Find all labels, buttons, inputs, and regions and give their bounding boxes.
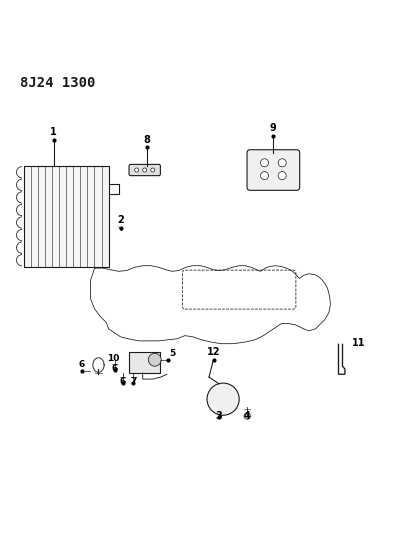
Text: 9: 9 xyxy=(269,123,276,133)
Text: 6: 6 xyxy=(111,364,117,373)
Bar xyxy=(24,166,108,266)
Circle shape xyxy=(243,413,250,419)
Circle shape xyxy=(148,353,161,366)
Text: 6: 6 xyxy=(119,377,126,386)
Text: 3: 3 xyxy=(215,411,222,421)
Text: 8: 8 xyxy=(143,135,150,144)
Text: 2: 2 xyxy=(117,215,124,225)
FancyBboxPatch shape xyxy=(129,164,160,176)
Text: 6: 6 xyxy=(78,360,85,369)
Text: 12: 12 xyxy=(207,347,220,357)
Text: 8J24 1300: 8J24 1300 xyxy=(20,76,95,90)
Text: 10: 10 xyxy=(107,354,119,363)
Circle shape xyxy=(260,172,268,180)
Circle shape xyxy=(277,159,286,167)
FancyBboxPatch shape xyxy=(246,150,299,190)
Text: 4: 4 xyxy=(243,411,250,421)
Circle shape xyxy=(150,168,154,172)
Text: 5: 5 xyxy=(169,349,176,358)
Circle shape xyxy=(142,168,146,172)
Circle shape xyxy=(260,159,268,167)
Circle shape xyxy=(134,168,138,172)
Text: 11: 11 xyxy=(351,338,365,348)
Circle shape xyxy=(207,383,239,415)
Text: 7: 7 xyxy=(130,377,136,386)
Bar xyxy=(129,352,160,373)
Text: 1: 1 xyxy=(50,127,57,137)
Circle shape xyxy=(277,172,286,180)
